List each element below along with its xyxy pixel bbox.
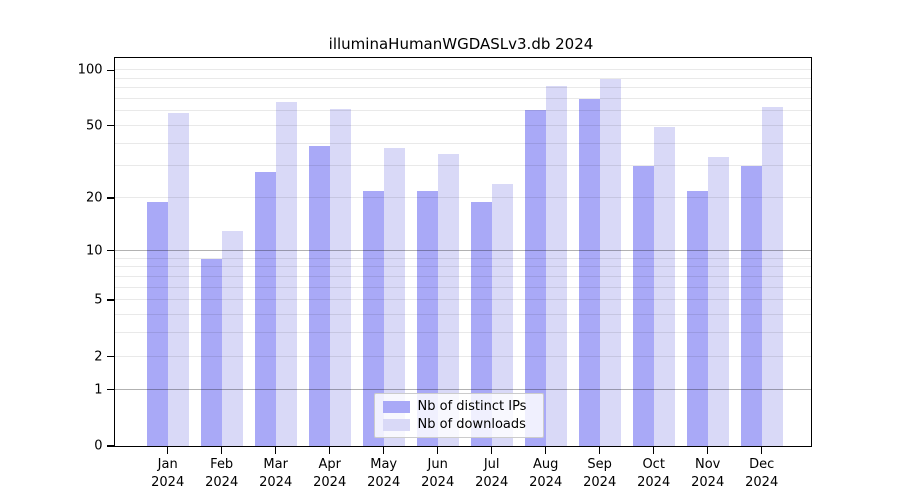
x-tick-label-may: May 2024 [367, 457, 401, 490]
bar-aug-downloads [545, 86, 567, 446]
legend-label-downloads: Nb of downloads [417, 417, 526, 432]
legend-item-downloads: Nb of downloads [382, 417, 535, 432]
gridline-90 [114, 77, 811, 79]
x-tick-label-jan: Jan 2024 [151, 457, 185, 490]
y-tick-label-100: 100 [77, 62, 103, 78]
x-tick-feb [221, 446, 223, 454]
x-tick-label-aug: Aug 2024 [529, 457, 563, 490]
x-tick-label-dec: Dec 2024 [745, 457, 779, 490]
x-tick-nov [707, 446, 709, 454]
y-tick-label-50: 50 [85, 118, 103, 134]
legend-item-distinct-ips: Nb of distinct IPs [382, 399, 535, 414]
legend: Nb of distinct IPs Nb of downloads [373, 393, 544, 438]
x-tick-jun [437, 446, 439, 454]
y-tick-50 [106, 125, 115, 127]
bar-feb-downloads [221, 231, 243, 446]
x-tick-aug [545, 446, 547, 454]
x-tick-label-feb: Feb 2024 [205, 457, 239, 490]
bar-sep-downloads [599, 78, 621, 446]
bar-oct-distinct-ips [632, 166, 654, 446]
y-tick-0 [106, 445, 115, 447]
bar-feb-distinct-ips [200, 258, 222, 446]
y-tick-label-1: 1 [94, 382, 103, 398]
x-tick-label-jun: Jun 2024 [421, 457, 455, 490]
bar-apr-downloads [329, 108, 351, 446]
x-tick-label-jul: Jul 2024 [475, 457, 509, 490]
y-tick-100 [106, 69, 115, 71]
gridline-40 [114, 142, 811, 144]
y-tick-label-2: 2 [94, 349, 103, 364]
gridline-60 [114, 110, 811, 112]
y-tick-label-20: 20 [85, 190, 103, 206]
bar-apr-distinct-ips [308, 145, 330, 446]
y-tick-label-10: 10 [85, 243, 103, 259]
bar-nov-downloads [707, 156, 729, 446]
y-tick-label-0: 0 [94, 438, 103, 454]
gridline-80 [114, 87, 811, 89]
gridline-100 [114, 69, 811, 71]
y-tick-label-5: 5 [94, 292, 103, 308]
y-tick-20 [106, 197, 115, 199]
x-tick-label-oct: Oct 2024 [637, 457, 671, 490]
bar-jan-downloads [167, 112, 189, 446]
bar-dec-downloads [761, 107, 783, 446]
legend-label-distinct-ips: Nb of distinct IPs [417, 399, 527, 414]
bar-mar-downloads [275, 102, 297, 446]
bar-jun-distinct-ips [416, 190, 438, 446]
x-tick-may [383, 446, 385, 454]
chart-title: illuminaHumanWGDASLv3.db 2024 [328, 35, 594, 53]
x-tick-sep [599, 446, 601, 454]
gridline-50 [114, 124, 811, 126]
y-tick-1 [106, 388, 115, 391]
x-tick-apr [329, 446, 331, 454]
x-tick-oct [653, 446, 655, 454]
bar-jul-distinct-ips [470, 202, 492, 446]
y-tick-5 [106, 299, 115, 301]
x-tick-mar [275, 446, 277, 454]
bar-sep-distinct-ips [578, 98, 600, 446]
x-tick-label-sep: Sep 2024 [583, 457, 617, 490]
x-tick-label-apr: Apr 2024 [313, 457, 347, 490]
x-tick-jul [491, 446, 493, 454]
bar-aug-distinct-ips [524, 109, 546, 446]
bar-jul-downloads [491, 183, 513, 446]
bar-mar-distinct-ips [254, 171, 276, 446]
x-tick-jan [167, 446, 169, 454]
bar-may-distinct-ips [362, 190, 384, 446]
legend-swatch-distinct-ips [382, 400, 410, 413]
legend-swatch-downloads [382, 418, 410, 431]
x-tick-label-mar: Mar 2024 [259, 457, 293, 490]
plot-area: 0 1 2 5 10 20 50 100 Jan 2024 Feb 2024 Mar 2024 Apr… [78, 57, 812, 490]
bar-nov-distinct-ips [686, 190, 708, 446]
bar-dec-distinct-ips [740, 166, 762, 446]
x-tick-label-nov: Nov 2024 [691, 457, 725, 490]
bar-jan-distinct-ips [146, 202, 168, 446]
bar-jun-downloads [437, 154, 459, 446]
y-tick-2 [106, 355, 115, 358]
x-tick-dec [761, 446, 763, 454]
y-tick-10 [106, 250, 115, 252]
gridline-30 [114, 165, 811, 167]
gridline-70 [114, 97, 811, 99]
bar-oct-downloads [653, 127, 675, 446]
bar-may-downloads [383, 147, 405, 446]
